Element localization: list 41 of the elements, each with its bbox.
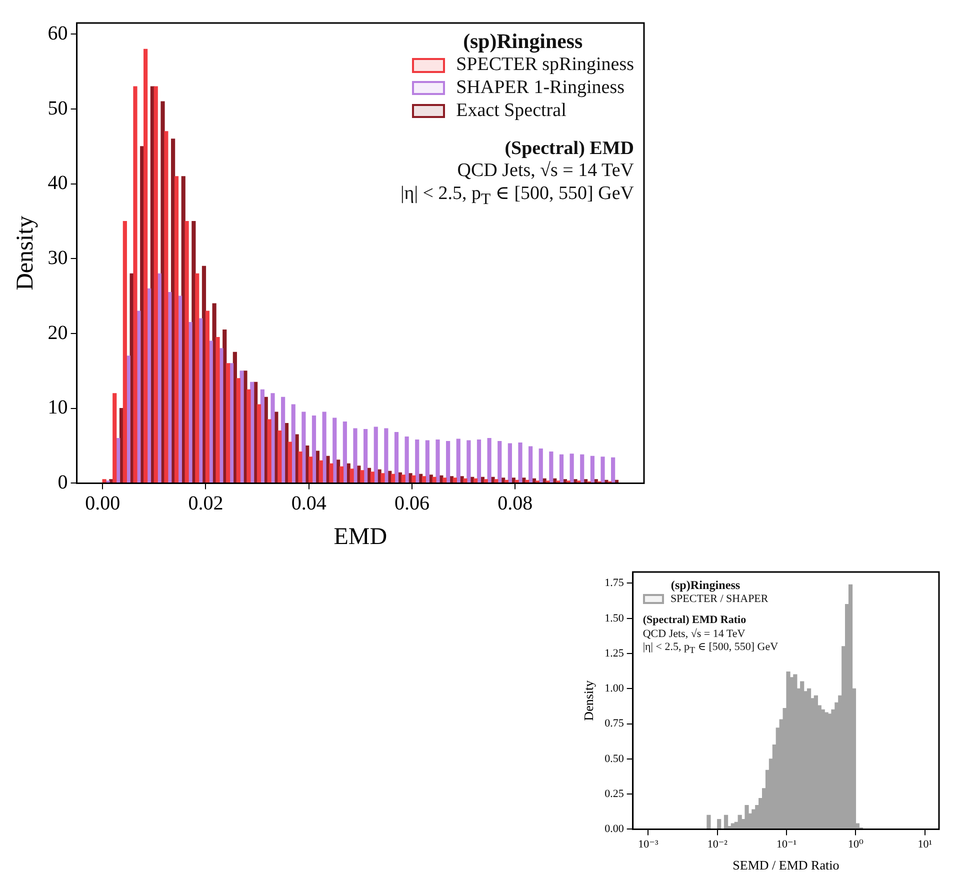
x-tick-label: 0.08 <box>498 492 533 514</box>
y-tick-label: 0.75 <box>604 718 624 730</box>
annotation: (Spectral) EMD <box>504 138 634 160</box>
y-tick-label: 50 <box>48 97 68 120</box>
x-tick-label: 10⁻³ <box>638 838 659 851</box>
legend-label: SHAPER 1-Ringiness <box>456 76 624 100</box>
legend-label: SPECTER / SHAPER <box>670 592 768 606</box>
annotation: |η| < 2.5, p$_{T}$ ∈ [500, 550] GeV <box>642 640 778 656</box>
x-tick-label: 0.02 <box>188 492 224 514</box>
y-tick-label: 40 <box>48 172 68 194</box>
y-tick-label: 20 <box>48 322 68 344</box>
legend-label: Exact Spectral <box>456 100 566 122</box>
annotation: QCD Jets, √s = 14 TeV <box>457 160 634 184</box>
y-tick-label: 1.00 <box>604 682 624 695</box>
y-tick-label: 0.25 <box>604 788 624 800</box>
annotation: (Spectral) EMD Ratio <box>642 614 746 628</box>
x-tick-label: 10⁻¹ <box>776 838 797 851</box>
x-axis-title: SEMD / EMD Ratio <box>732 858 840 873</box>
y-axis-title: Density <box>581 680 596 721</box>
legend-label: SPECTER spRinginess <box>456 54 634 77</box>
y-tick-label: 1.75 <box>604 577 624 590</box>
x-tick-label: 10⁻² <box>707 838 728 851</box>
x-axis-title: EMD <box>334 524 388 550</box>
x-tick-label: 0.06 <box>394 492 430 514</box>
x-tick-label: 0.00 <box>85 492 120 514</box>
annotation: QCD Jets, √s = 14 TeV <box>642 628 746 641</box>
y-tick-label: 30 <box>48 246 68 269</box>
y-tick-label: 60 <box>48 22 68 44</box>
y-tick-label: 0.50 <box>604 752 624 765</box>
x-tick-label: 0.04 <box>291 492 326 514</box>
y-tick-label: 1.25 <box>604 647 624 660</box>
y-tick-label: 0.00 <box>604 823 624 836</box>
y-axis-title: Density <box>12 216 39 290</box>
x-tick-label: 10⁰ <box>848 838 864 851</box>
y-tick-label: 0 <box>58 471 68 494</box>
x-tick-label: 10¹ <box>918 838 932 851</box>
legend-title: (sp)Ringiness <box>462 29 584 54</box>
y-tick-label: 10 <box>48 396 68 419</box>
annotation: |η| < 2.5, p$_{T}$ ∈ [500, 550] GeV <box>400 183 634 210</box>
y-tick-label: 1.50 <box>604 612 624 624</box>
legend-title: (sp)Ringiness <box>670 578 742 592</box>
